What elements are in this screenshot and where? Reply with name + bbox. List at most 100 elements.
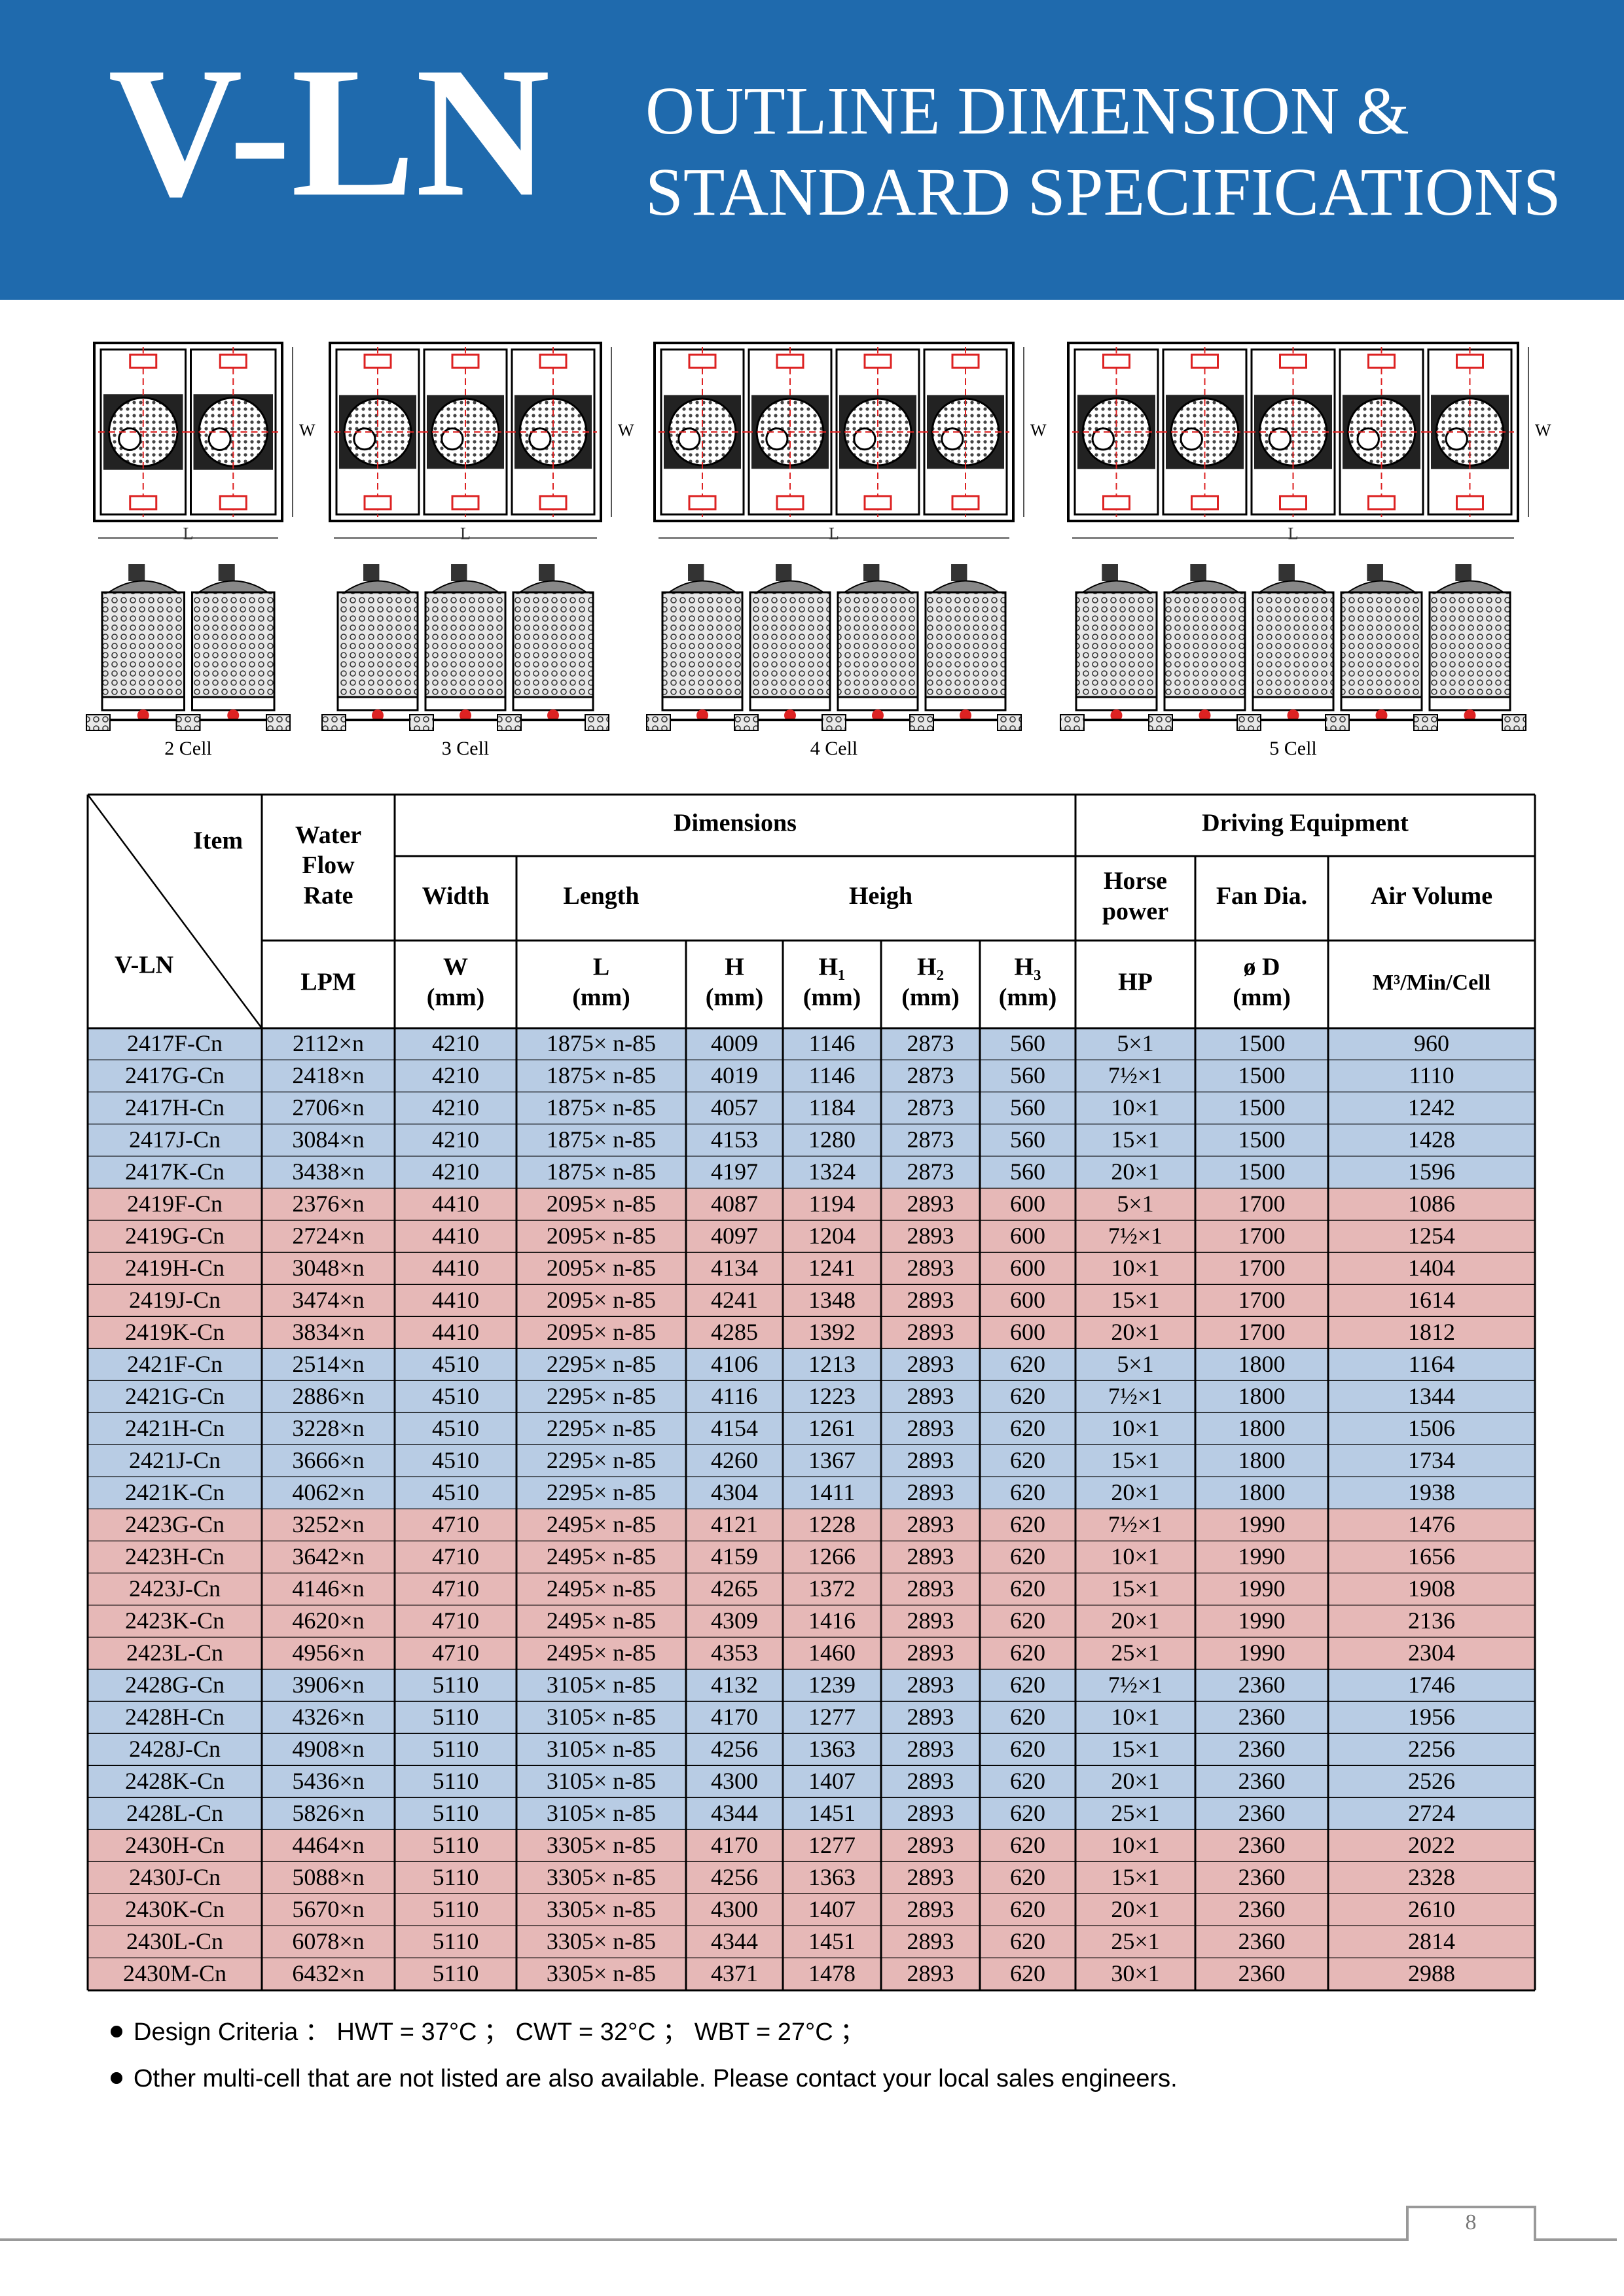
cell-text: 1875× n-85: [547, 1062, 656, 1088]
cell-label: 3 Cell: [442, 738, 490, 759]
cell-text: 2724: [1408, 1800, 1455, 1826]
cell-text: 2893: [907, 1287, 954, 1313]
cell-text: 3252×n: [292, 1511, 364, 1537]
cell-text: V-LN: [115, 952, 173, 979]
cell-text: (mm): [427, 984, 485, 1011]
cell-text: 2423G-Cn: [125, 1511, 225, 1537]
cell-text: 4710: [432, 1511, 479, 1537]
row-bg: [88, 1702, 1535, 1734]
pier: [321, 714, 346, 731]
cell-text: 1800: [1238, 1479, 1286, 1505]
fan-stack: [517, 580, 589, 593]
basin: [661, 696, 744, 711]
cell-text: 2421H-Cn: [125, 1415, 225, 1441]
basin: [924, 696, 1007, 711]
pier: [1502, 714, 1526, 731]
cell-text: 4371: [711, 1960, 758, 1986]
cell-text: 620: [1010, 1415, 1045, 1441]
cell-text: 2295× n-85: [547, 1415, 656, 1441]
cell-text: 1242: [1408, 1094, 1455, 1121]
cell-side: [1340, 591, 1423, 698]
dim-w: W: [618, 421, 634, 440]
cell-text: 3048×n: [292, 1255, 364, 1281]
cell-text: W: [443, 954, 468, 981]
cell-text: 1460: [808, 1640, 856, 1666]
cell-text: 2360: [1238, 1960, 1286, 1986]
header-band: [0, 0, 1624, 300]
cell-text: 1451: [808, 1928, 856, 1954]
cell-text: 1800: [1238, 1447, 1286, 1473]
cell-text: 1500: [1238, 1030, 1286, 1056]
cell-text: 1734: [1408, 1447, 1455, 1473]
cell-text: 5×1: [1117, 1191, 1153, 1217]
cell-text: 4210: [432, 1062, 479, 1088]
cell-text: 20×1: [1111, 1607, 1159, 1634]
cell-text: 20×1: [1111, 1319, 1159, 1345]
title-line: OUTLINE DIMENSION &: [645, 73, 1409, 149]
nozzle: [129, 353, 158, 369]
cell-text: 2430L-Cn: [126, 1928, 223, 1954]
cell-text: 1392: [808, 1319, 856, 1345]
motor: [853, 427, 876, 451]
cell-text: 25×1: [1111, 1640, 1159, 1666]
cell-text: 3105× n-85: [547, 1768, 656, 1794]
dim-l: L: [460, 524, 471, 543]
cell-text: 560: [1010, 1158, 1045, 1185]
cell-text: 1404: [1408, 1255, 1455, 1281]
cell-text: 1812: [1408, 1319, 1455, 1345]
motor: [353, 427, 376, 451]
basin: [101, 696, 185, 711]
cell-text: 2295× n-85: [547, 1479, 656, 1505]
cell-text: 620: [1010, 1768, 1045, 1794]
cell-text: 1213: [808, 1351, 856, 1377]
cell-text: 1500: [1238, 1158, 1286, 1185]
motor-cap: [863, 564, 880, 581]
cell-text: 5110: [433, 1672, 479, 1698]
pipe: [1375, 709, 1388, 721]
title-line: STANDARD SPECIFICATIONS: [645, 154, 1561, 230]
cell-text: 1266: [808, 1543, 856, 1570]
cell-text: 4410: [432, 1319, 479, 1345]
cell-text: 1363: [808, 1864, 856, 1890]
cell-text: 1086: [1408, 1191, 1455, 1217]
fan-stack: [1080, 580, 1153, 593]
cell-text: Flow: [302, 852, 355, 879]
cell-text: 6078×n: [292, 1928, 364, 1954]
cell-text: 1478: [808, 1960, 856, 1986]
cell-text: 1700: [1238, 1191, 1286, 1217]
cell-text: 1875× n-85: [547, 1030, 656, 1056]
cell-text: 2095× n-85: [547, 1287, 656, 1313]
cell-text: 2893: [907, 1543, 954, 1570]
pipe: [1199, 709, 1211, 721]
row-bg: [88, 1509, 1535, 1541]
cell-text: 2419F-Cn: [127, 1191, 223, 1217]
cell-text: 1875× n-85: [547, 1126, 656, 1153]
row-bg: [88, 1189, 1535, 1221]
cell-text: 600: [1010, 1255, 1045, 1281]
cell-text: 4057: [711, 1094, 758, 1121]
cell-text: Dimensions: [674, 810, 797, 837]
fan-stack: [196, 580, 270, 593]
cell-text: 1800: [1238, 1415, 1286, 1441]
cell-text: 3438×n: [292, 1158, 364, 1185]
cell-text: L: [593, 954, 609, 981]
cell-text: 20×1: [1111, 1158, 1159, 1185]
cell-text: 2417K-Cn: [125, 1158, 225, 1185]
cell-text: 2360: [1238, 1864, 1286, 1890]
cell-text: (mm): [901, 984, 960, 1011]
row-bg: [88, 1670, 1535, 1702]
cell-text: 4116: [712, 1383, 758, 1409]
cell-text: 10×1: [1111, 1415, 1159, 1441]
cell-text: 2295× n-85: [547, 1351, 656, 1377]
cell-text: 1372: [808, 1575, 856, 1602]
cell-text: 2893: [907, 1255, 954, 1281]
cell-text: 2893: [907, 1896, 954, 1922]
cell-text: 3305× n-85: [547, 1896, 656, 1922]
fan-stack: [1345, 580, 1418, 593]
cell-text: 2419G-Cn: [125, 1223, 225, 1249]
cell-text: 2495× n-85: [547, 1575, 656, 1602]
cell-text: 1908: [1408, 1575, 1455, 1602]
cell-text: HP: [1118, 969, 1153, 996]
cell-text: 3105× n-85: [547, 1736, 656, 1762]
cell-text: 1990: [1238, 1640, 1286, 1666]
